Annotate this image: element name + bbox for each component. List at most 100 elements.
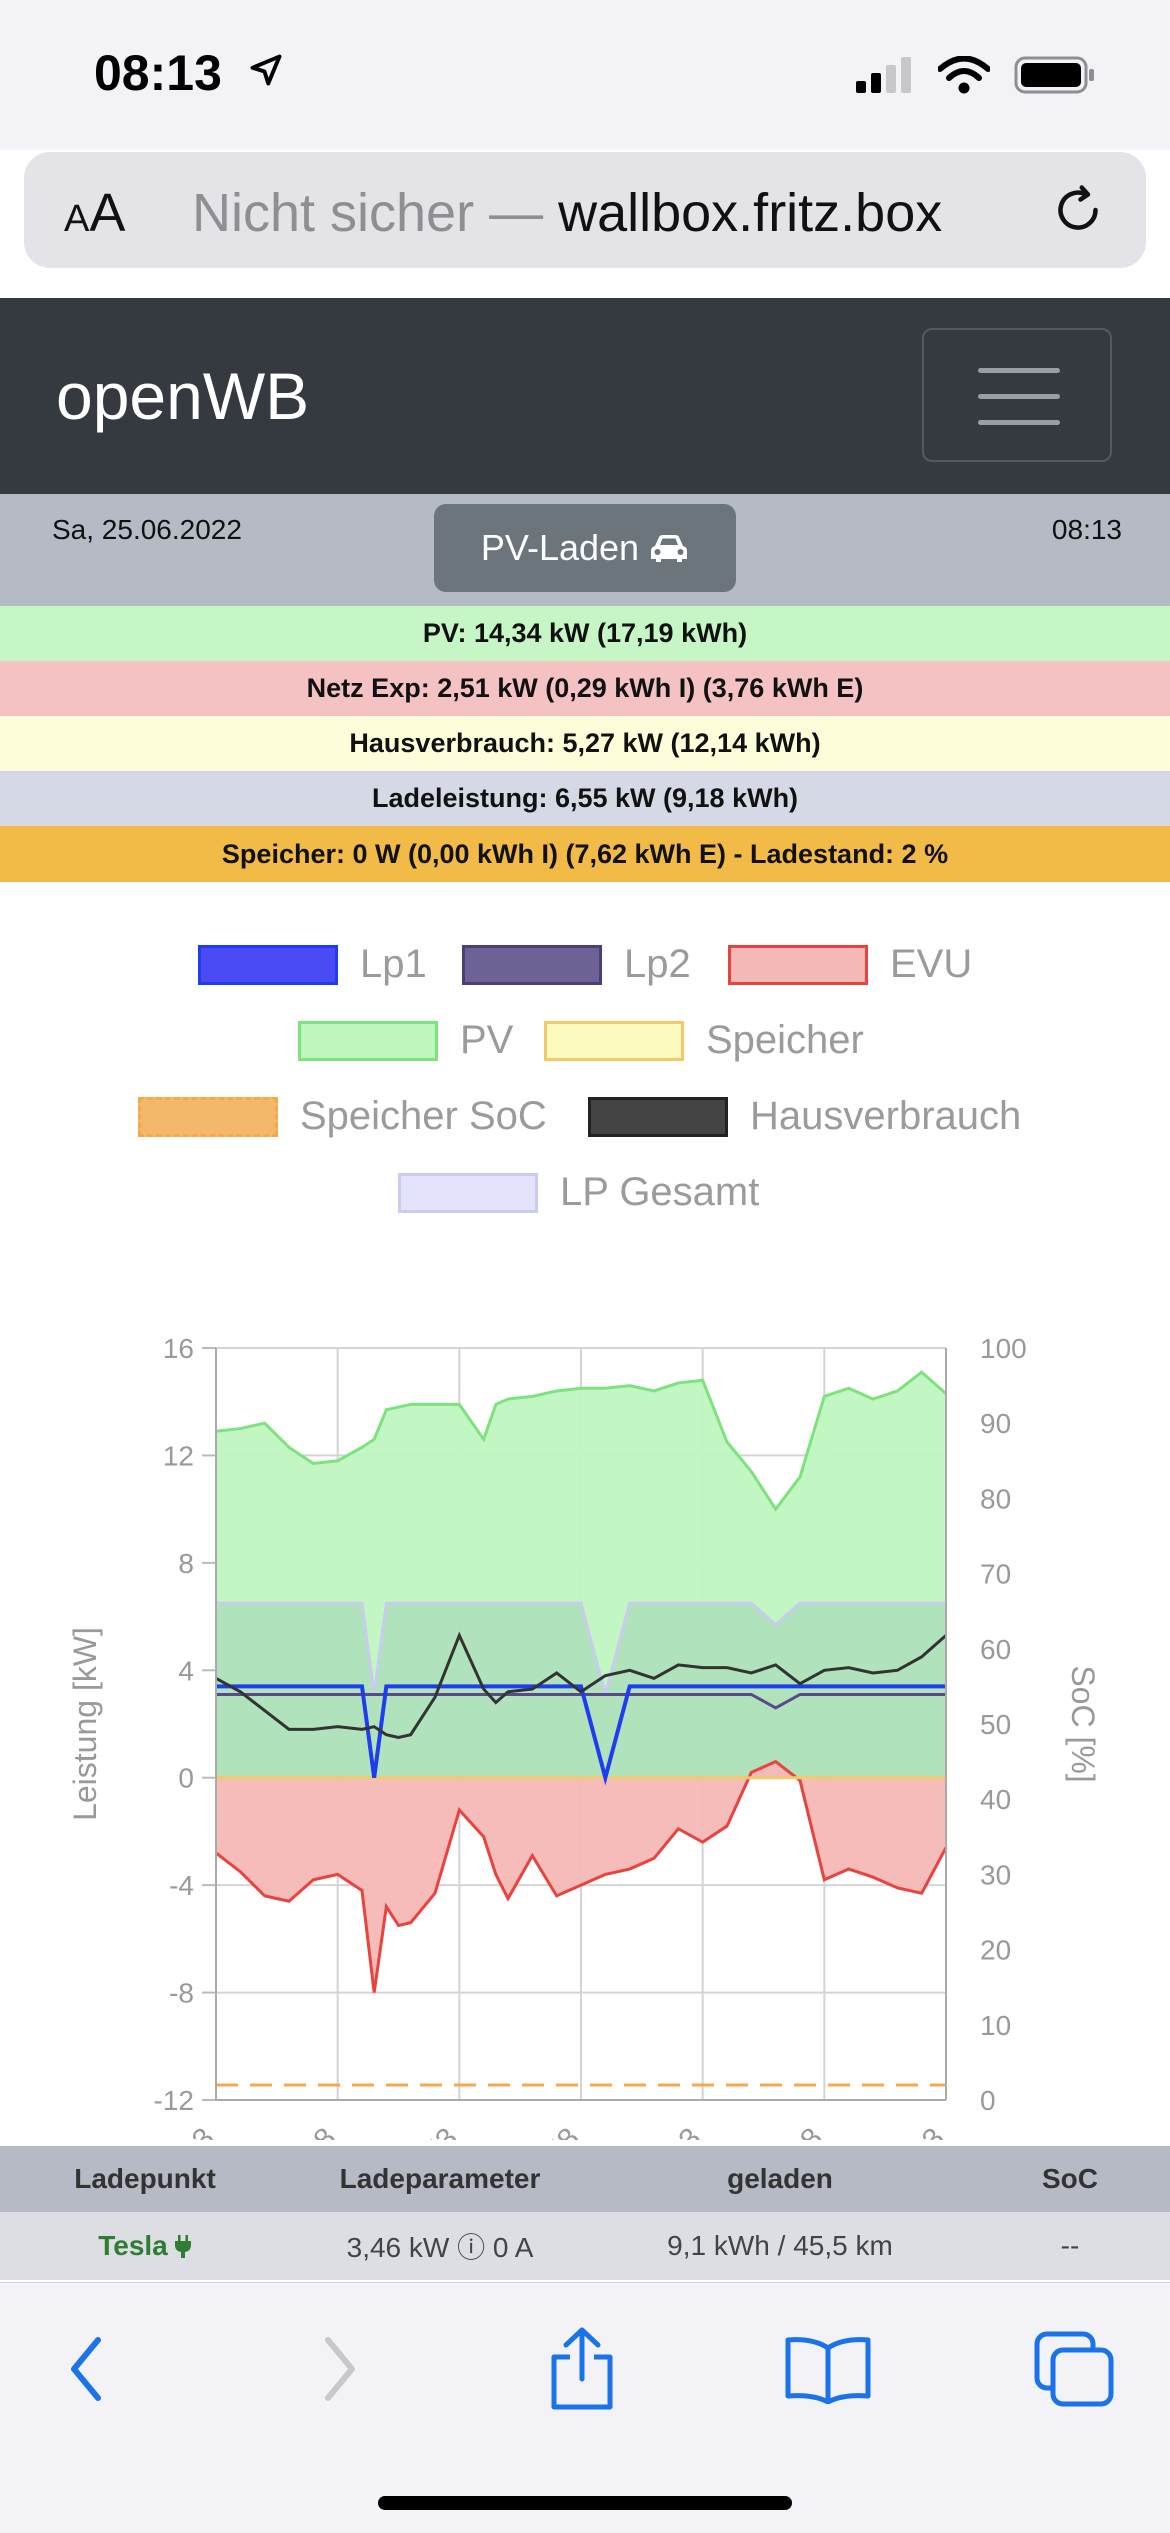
brand-logo-text[interactable]: openWB	[56, 359, 310, 433]
legend-swatch	[298, 1020, 438, 1061]
y2-tick-label: 0	[980, 2085, 996, 2116]
y2-tick-label: 10	[980, 2010, 1011, 2041]
menu-toggle-button[interactable]	[922, 328, 1112, 462]
time-display: 08:13	[1051, 514, 1122, 545]
address-bar[interactable]: AA Nicht sicher — wallbox.fritz.box	[24, 152, 1146, 268]
charge-mode-button[interactable]: PV-Laden	[434, 504, 736, 592]
home-indicator	[378, 2496, 792, 2510]
legend-swatch	[544, 1020, 684, 1061]
y-tick-label: 0	[178, 1763, 194, 1794]
charge-point-name[interactable]: Tesla	[40, 2212, 250, 2280]
tabs-icon	[1034, 2331, 1114, 2407]
legend-swatch	[198, 944, 338, 985]
reader-settings-button[interactable]: AA	[64, 183, 126, 243]
x-tick-label: 08:13	[875, 2122, 951, 2140]
legend-swatch	[588, 1096, 728, 1137]
charge-parameters: 3,46 kW ⓘ 0 A	[346, 2232, 534, 2263]
power-chart: Lp1 Lp2 EVU PV Speicher Speicher SoC Hau…	[0, 880, 1170, 2140]
legend-speicher-soc[interactable]: Speicher SoC	[138, 1094, 547, 1139]
y2-tick-label: 50	[980, 1709, 1011, 1740]
y-tick-label: 8	[178, 1548, 194, 1579]
y2-tick-label: 100	[980, 1333, 1027, 1364]
cellular-signal-icon	[856, 57, 911, 93]
y-tick-label: -12	[154, 2085, 194, 2116]
header-geladen: geladen	[727, 2163, 833, 2194]
chevron-right-icon	[325, 2337, 355, 2401]
lp-gesamt-line	[216, 1601, 946, 1701]
y-tick-label: -8	[169, 1978, 194, 2009]
x-tick-label: 07:53	[388, 2122, 464, 2140]
legend-label: Lp2	[624, 942, 691, 986]
charge-mode-label: PV-Laden	[480, 527, 640, 568]
lp2-line	[216, 1692, 946, 1710]
plug-icon	[174, 2235, 191, 2258]
table-row[interactable]: Tesla 3,46 kW ⓘ 0 A 9,1 kWh / 45,5 km --	[0, 2212, 1170, 2280]
y-axis-label: Leistung [kW]	[67, 1627, 103, 1821]
info-bar: Sa, 25.06.2022 PV-Laden 08:13	[0, 494, 1170, 606]
battery-icon	[1014, 56, 1094, 94]
y2-tick-label: 90	[980, 1408, 1011, 1439]
legend-label: Speicher SoC	[300, 1094, 547, 1138]
legend-label: PV	[460, 1018, 514, 1062]
y2-tick-label: 30	[980, 1859, 1011, 1890]
browser-toolbar	[0, 2282, 1170, 2533]
storage-summary-row: Speicher: 0 W (0,00 kWh I) (7,62 kWh E) …	[0, 826, 1170, 882]
url-text[interactable]: Nicht sicher — wallbox.fritz.box	[192, 182, 942, 244]
legend-evu[interactable]: EVU	[728, 942, 972, 987]
legend-speicher[interactable]: Speicher	[544, 1018, 864, 1063]
chevron-left-icon	[71, 2337, 101, 2401]
bookmarks-button[interactable]	[778, 2319, 878, 2419]
header-ladepunkt: Ladepunkt	[74, 2163, 216, 2194]
charge-point-label: Tesla	[98, 2230, 168, 2261]
y2-axis-label: SoC [%]	[1065, 1665, 1101, 1782]
hamburger-icon-bar	[978, 420, 1060, 425]
status-time: 08:13	[94, 45, 222, 101]
power-chart-plot: 1612840-4-8-12100908070605040302010007:4…	[67, 1333, 1101, 2140]
legend-lp1[interactable]: Lp1	[198, 942, 427, 987]
house-summary-row: Hausverbrauch: 5,27 kW (12,14 kWh)	[0, 716, 1170, 771]
evu-area	[216, 1761, 946, 1993]
x-tick-label: 07:48	[266, 2122, 342, 2140]
legend-swatch	[728, 944, 868, 985]
y2-tick-label: 20	[980, 1935, 1011, 1966]
legend-hausverbrauch[interactable]: Hausverbrauch	[588, 1094, 1021, 1139]
legend-swatch	[138, 1096, 278, 1137]
hamburger-icon	[978, 368, 1060, 373]
evu-line	[215, 1759, 948, 1993]
legend-pv[interactable]: PV	[298, 1018, 513, 1063]
y2-tick-label: 40	[980, 1784, 1011, 1815]
y2-tick-label: 70	[980, 1559, 1011, 1590]
back-button[interactable]	[36, 2319, 136, 2419]
url-host: wallbox.fritz.box	[558, 183, 943, 243]
reload-icon[interactable]	[1048, 180, 1108, 240]
grid-summary-row: Netz Exp: 2,51 kW (0,29 kWh I) (3,76 kWh…	[0, 661, 1170, 716]
share-button[interactable]	[532, 2319, 632, 2419]
x-tick-label: 08:08	[753, 2122, 829, 2140]
charge-point-table-header: Ladepunkt Ladeparameter geladen SoC	[0, 2146, 1170, 2212]
charge-summary-row: Ladeleistung: 6,55 kW (9,18 kWh)	[0, 771, 1170, 826]
pv-line	[215, 1370, 947, 1512]
tabs-button[interactable]	[1024, 2319, 1124, 2419]
lp1-line	[216, 1684, 946, 1786]
y2-tick-label: 60	[980, 1634, 1011, 1665]
location-arrow-icon	[250, 54, 282, 86]
y-tick-label: 12	[163, 1440, 194, 1471]
hausverbrauch-line	[215, 1631, 947, 1739]
hamburger-icon-bar	[978, 394, 1060, 399]
legend-lp-gesamt[interactable]: LP Gesamt	[398, 1170, 759, 1215]
date-display: Sa, 25.06.2022	[52, 514, 242, 545]
y-tick-label: -4	[169, 1870, 194, 1901]
x-tick-label: 07:43	[145, 2122, 221, 2140]
y-tick-label: 16	[163, 1333, 194, 1364]
legend-swatch	[462, 944, 602, 985]
y-tick-label: 4	[178, 1655, 194, 1686]
forward-button[interactable]	[290, 2319, 390, 2419]
legend-lp2[interactable]: Lp2	[462, 942, 691, 987]
app-navbar: openWB	[0, 298, 1170, 494]
ios-status-bar: 08:13	[0, 0, 1170, 150]
legend-label: EVU	[890, 942, 973, 986]
header-ladeparameter: Ladeparameter	[339, 2163, 541, 2194]
legend-label: LP Gesamt	[560, 1170, 760, 1214]
y2-tick-label: 80	[980, 1483, 1011, 1514]
security-warning: Nicht sicher —	[192, 183, 559, 243]
